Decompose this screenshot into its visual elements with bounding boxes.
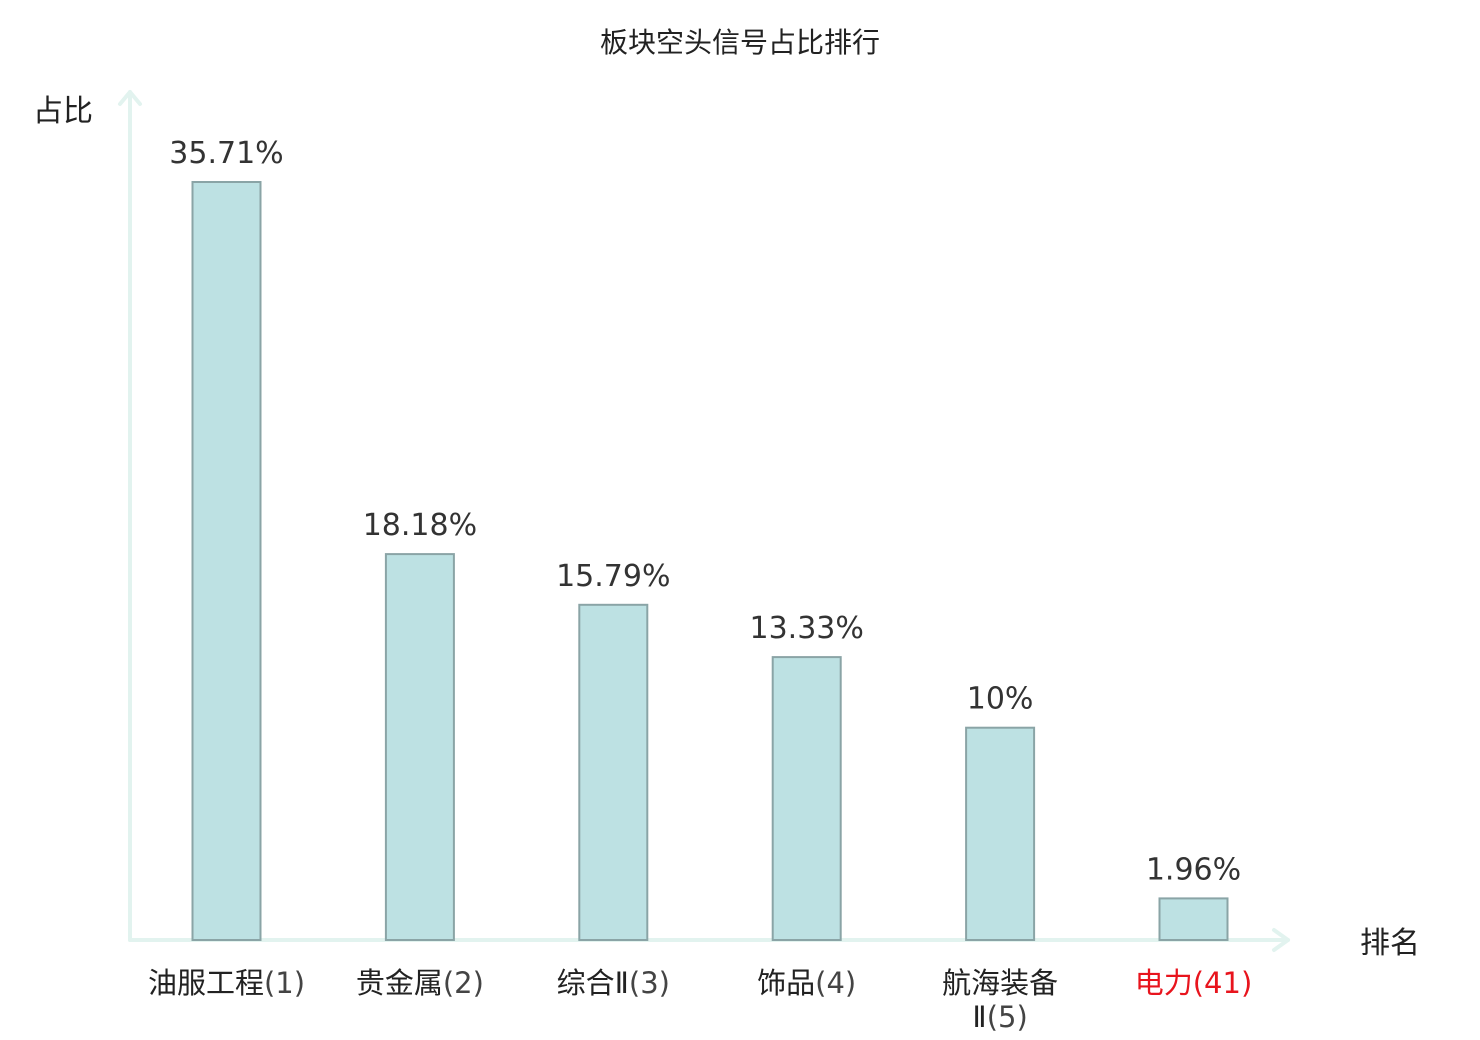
bar [578, 603, 649, 941]
value-label: 15.79% [556, 559, 670, 594]
category-name: 电力 [1135, 966, 1193, 1000]
value-labels-group: 35.71% 18.18% 15.79% 13.33% 10% 1.96% [169, 136, 1241, 887]
category-name: 贵金属 [356, 966, 443, 1000]
category-rank: (1) [264, 966, 305, 1000]
category-name-cont: Ⅱ [972, 1000, 986, 1034]
value-label: 35.71% [169, 136, 283, 171]
category-labels-group: 油服工程(1) 贵金属(2) 综合Ⅱ(3) 饰品(4) 航海装备 Ⅱ(5) 电力(41) [148, 966, 1252, 1034]
bar [965, 726, 1036, 942]
category-label: 饰品(4) [757, 966, 856, 1000]
value-label: 13.33% [750, 611, 864, 646]
x-axis-arrow [1272, 928, 1290, 952]
value-label: 18.18% [363, 508, 477, 543]
category-label: 贵金属(2) [356, 966, 484, 1000]
bar [191, 181, 262, 941]
bar [384, 553, 455, 941]
bar [1158, 897, 1229, 942]
category-rank: (3) [629, 966, 670, 1000]
category-name: 航海装备 [942, 966, 1058, 1000]
category-rank: (2) [443, 966, 484, 1000]
bars-group [191, 181, 1229, 942]
chart-title: 板块空头信号占比排行 [600, 26, 880, 59]
value-label: 10% [967, 682, 1034, 717]
category-rank: (41) [1193, 966, 1253, 1000]
category-name: 饰品 [757, 966, 815, 1000]
x-axis-label: 排名 [1360, 926, 1420, 961]
category-rank: (5) [987, 1000, 1028, 1034]
y-axis-arrow [118, 90, 142, 106]
category-name: 综合Ⅱ [557, 966, 629, 1000]
category-rank: (4) [815, 966, 856, 1000]
category-label: 综合Ⅱ(3) [557, 966, 670, 1000]
bar [771, 656, 842, 941]
category-name: 油服工程 [148, 966, 264, 1000]
category-label: 航海装备 Ⅱ(5) [942, 966, 1058, 1034]
category-label: 油服工程(1) [148, 966, 305, 1000]
y-axis-label: 占比 [33, 94, 93, 129]
category-label: 电力(41) [1135, 966, 1253, 1000]
value-label: 1.96% [1146, 852, 1241, 887]
